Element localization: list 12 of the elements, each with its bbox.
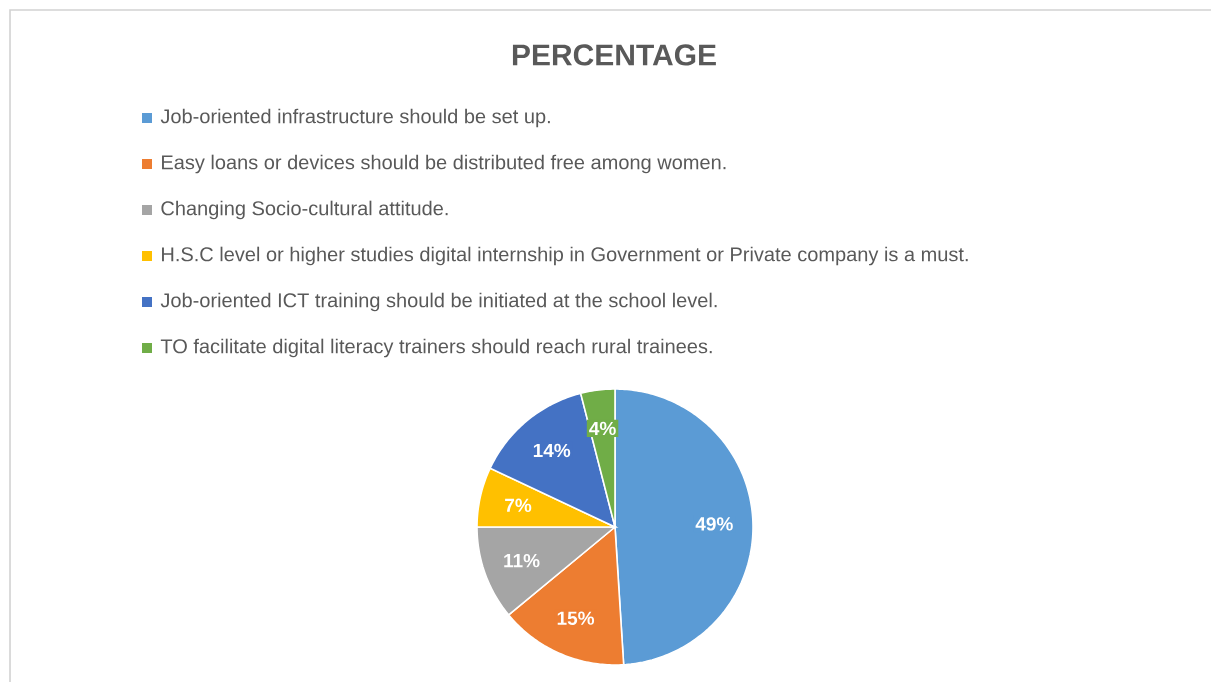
legend-label: Job-oriented infrastructure should be set up. [160,108,550,128]
data-label: 7% [505,498,532,513]
legend-label: Job-oriented ICT training should be initiated at the school level. [160,292,717,312]
legend-label: Easy loans or devices should be distributed free among women. [162,154,726,174]
data-label: 15% [557,611,595,625]
legend-label: H.S.C level or higher studies digital internship in Government or Private company is a must. [162,246,968,266]
legend-label: Changing Socio-cultural attitude. [161,200,448,220]
data-label: 49% [695,517,733,531]
data-label: 11% [504,553,540,568]
data-label: 14% [533,443,571,458]
chart-title: PERCENTAGE [512,44,716,66]
legend-label: TO facilitate digital literacy trainers should reach rural trainees. [160,338,712,358]
